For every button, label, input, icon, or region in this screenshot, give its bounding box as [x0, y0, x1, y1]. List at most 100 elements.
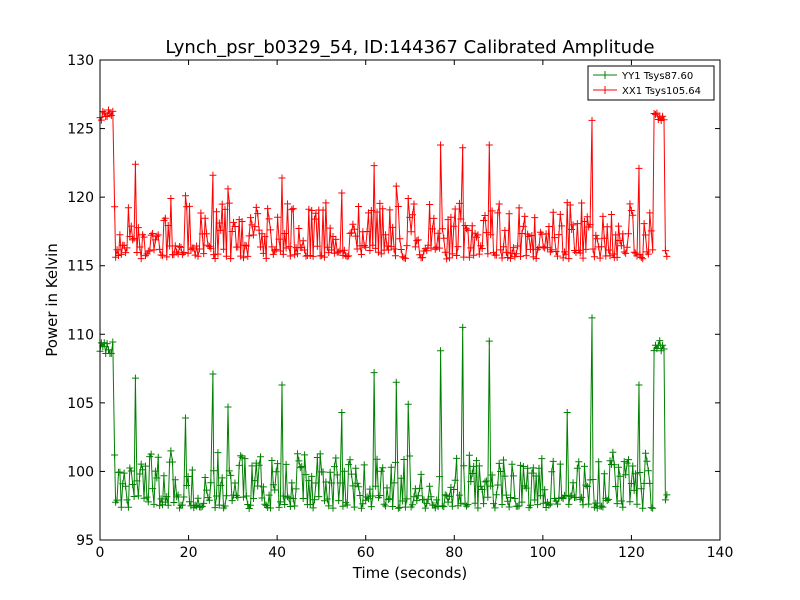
data-point: [379, 464, 387, 472]
data-point: [420, 496, 428, 504]
data-point: [343, 501, 351, 509]
data-point: [459, 323, 467, 331]
data-point: [113, 246, 121, 254]
data-point: [592, 499, 600, 507]
data-point: [404, 195, 412, 203]
data-point: [392, 252, 400, 260]
data-point: [319, 206, 327, 214]
data-point: [624, 456, 632, 464]
data-point: [443, 255, 451, 263]
legend-label: XX1 Tsys105.64: [622, 86, 701, 97]
data-point: [515, 204, 523, 212]
data-point: [209, 370, 217, 378]
data-point: [205, 496, 213, 504]
data-point: [605, 246, 613, 254]
data-point: [532, 472, 540, 480]
data-point: [308, 206, 316, 214]
data-point: [463, 502, 471, 510]
data-point: [529, 253, 537, 261]
data-point: [499, 243, 507, 251]
data-point: [136, 243, 144, 251]
data-point: [565, 255, 573, 263]
x-tick-label: 60: [357, 545, 375, 561]
data-point: [426, 482, 434, 490]
data-point: [392, 182, 400, 190]
data-point: [558, 222, 566, 230]
data-point: [131, 374, 139, 382]
data-point: [583, 483, 591, 491]
data-point: [459, 144, 467, 152]
data-point: [579, 501, 587, 509]
data-point: [403, 495, 411, 503]
data-point: [480, 500, 488, 508]
data-point: [295, 224, 303, 232]
data-point: [481, 212, 489, 220]
data-point: [544, 244, 552, 252]
data-point: [181, 414, 189, 422]
data-point: [265, 215, 273, 223]
data-point: [163, 253, 171, 261]
data-point: [569, 221, 577, 229]
data-point: [161, 214, 169, 222]
data-point: [278, 174, 286, 182]
data-point: [360, 242, 368, 250]
data-point: [239, 254, 247, 262]
data-point: [539, 243, 547, 251]
series-markers-1: [96, 106, 671, 263]
data-point: [281, 500, 289, 508]
data-point: [553, 252, 561, 260]
data-point: [222, 252, 230, 260]
data-point: [437, 141, 445, 149]
data-point: [276, 498, 284, 506]
data-point: [346, 456, 354, 464]
data-point: [200, 250, 208, 258]
data-point: [114, 251, 122, 259]
data-point: [453, 454, 461, 462]
data-point: [609, 250, 617, 258]
data-point: [221, 502, 229, 510]
data-point: [582, 481, 590, 489]
data-point: [174, 491, 182, 499]
data-point: [532, 254, 540, 262]
data-point: [494, 209, 502, 217]
data-point: [441, 248, 449, 256]
data-point: [356, 492, 364, 500]
data-point: [302, 252, 310, 260]
data-point: [259, 483, 267, 491]
data-point: [546, 500, 554, 508]
data-point: [313, 242, 321, 250]
data-point: [497, 246, 505, 254]
data-point: [555, 231, 563, 239]
data-point: [305, 477, 313, 485]
data-point: [620, 248, 628, 256]
data-point: [622, 471, 630, 479]
data-point: [563, 408, 571, 416]
data-point: [333, 471, 341, 479]
data-point: [231, 479, 239, 487]
data-point: [107, 349, 115, 357]
data-point: [332, 454, 340, 462]
data-point: [126, 464, 134, 472]
data-point: [203, 230, 211, 238]
data-point: [468, 469, 476, 477]
data-point: [349, 482, 357, 490]
legend: YY1 Tsys87.60 XX1 Tsys105.64: [587, 65, 715, 101]
data-point: [139, 466, 147, 474]
data-point: [647, 504, 655, 512]
data-point: [230, 218, 238, 226]
data-point: [475, 462, 483, 470]
data-point: [386, 495, 394, 503]
data-point: [220, 245, 228, 253]
data-point: [414, 236, 422, 244]
y-tick-label: 120: [67, 190, 94, 206]
data-point: [582, 245, 590, 253]
y-tick-label: 115: [67, 259, 94, 275]
data-point: [187, 245, 195, 253]
data-point: [578, 493, 586, 501]
data-point: [441, 491, 449, 499]
data-point: [275, 503, 283, 511]
data-point: [255, 461, 263, 469]
data-point: [359, 500, 367, 508]
data-point: [194, 252, 202, 260]
data-point: [556, 460, 564, 468]
